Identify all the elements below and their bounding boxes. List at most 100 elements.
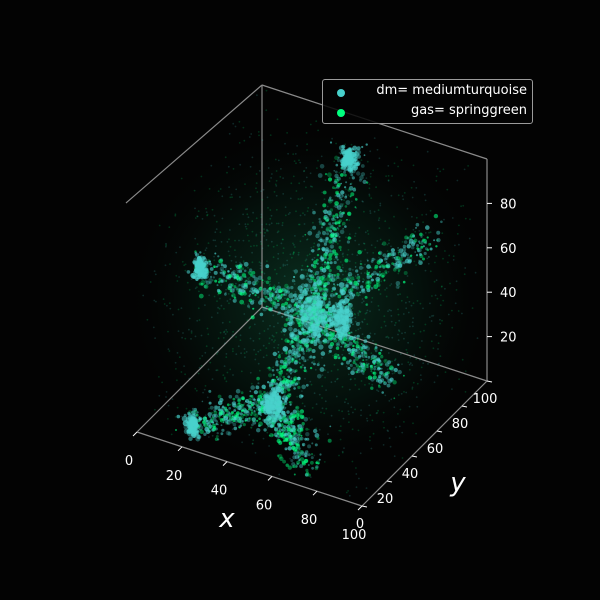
particle-point xyxy=(295,444,301,449)
particle-point xyxy=(345,200,351,205)
particle-point xyxy=(332,237,337,243)
particle-point xyxy=(265,296,268,299)
particle-point xyxy=(371,383,374,386)
particle-point xyxy=(339,239,341,242)
y-tick-label: 40 xyxy=(402,467,419,482)
particle-point xyxy=(310,185,312,188)
particle-point xyxy=(299,414,305,420)
particle-point xyxy=(437,363,439,365)
particle-point xyxy=(413,332,415,335)
particle-point xyxy=(366,270,369,272)
particle-point xyxy=(315,233,320,239)
particle-point xyxy=(382,266,386,269)
particle-point xyxy=(205,247,208,250)
particle-point xyxy=(458,378,460,381)
particle-point xyxy=(220,263,224,267)
particle-point xyxy=(204,304,206,306)
particle-point xyxy=(389,445,392,448)
particle-point xyxy=(282,405,285,408)
particle-point xyxy=(334,380,337,383)
particle-point xyxy=(220,269,223,272)
particle-point xyxy=(203,252,206,255)
particle-point xyxy=(346,240,350,244)
particle-point xyxy=(395,281,401,286)
particle-point xyxy=(219,331,222,334)
particle-point xyxy=(327,433,329,436)
particle-point xyxy=(274,428,277,431)
particle-point xyxy=(303,170,306,172)
particle-point xyxy=(227,431,232,436)
particle-point xyxy=(231,196,233,199)
particle-point xyxy=(308,347,312,351)
particle-point xyxy=(349,295,351,298)
particle-point xyxy=(199,428,202,431)
particle-point xyxy=(223,342,226,345)
particle-point xyxy=(319,238,323,243)
halo-particle xyxy=(349,335,354,341)
particle-point xyxy=(427,262,430,265)
particle-point xyxy=(195,389,198,392)
particle-point xyxy=(340,182,342,185)
halo-particle xyxy=(258,408,261,412)
y-tick-mark xyxy=(486,380,493,383)
particle-point xyxy=(220,241,223,243)
halo-particle xyxy=(308,278,313,284)
particle-point xyxy=(363,345,368,350)
particle-point xyxy=(258,170,261,172)
pane-edge-floor-back xyxy=(261,306,488,382)
particle-point xyxy=(342,273,344,276)
particle-point xyxy=(397,363,400,366)
particle-point xyxy=(154,273,157,276)
particle-point xyxy=(197,307,200,310)
particle-point xyxy=(320,155,323,158)
particle-point xyxy=(423,329,425,332)
particle-point xyxy=(350,276,355,281)
y-tick-label: 20 xyxy=(377,492,394,507)
particle-point xyxy=(265,89,268,92)
particle-point xyxy=(204,351,207,354)
particle-point xyxy=(352,344,355,348)
particle-point xyxy=(176,280,179,282)
particle-point xyxy=(239,403,244,409)
particle-point xyxy=(353,355,356,358)
particle-point xyxy=(295,347,301,353)
particle-point xyxy=(378,375,382,379)
particle-point xyxy=(289,457,291,460)
particle-point xyxy=(338,152,341,154)
particle-point xyxy=(235,415,240,420)
particle-point xyxy=(282,252,285,254)
particle-point xyxy=(232,374,234,376)
particle-point xyxy=(398,319,401,322)
particle-point xyxy=(290,441,295,446)
particle-point xyxy=(322,338,328,344)
particle-point xyxy=(229,415,232,418)
particle-point xyxy=(364,295,368,299)
particle-point xyxy=(221,217,224,220)
particle-point xyxy=(441,319,443,322)
particle-point xyxy=(249,390,252,393)
particle-point xyxy=(359,262,363,266)
particle-point xyxy=(389,377,394,382)
halo-particle xyxy=(196,411,199,414)
particle-point xyxy=(379,363,383,367)
particle-point xyxy=(299,344,303,347)
particle-point xyxy=(372,339,374,342)
particle-point xyxy=(347,347,352,352)
particle-point xyxy=(207,368,210,371)
particle-point xyxy=(385,336,388,338)
particle-point xyxy=(260,262,262,265)
particle-point xyxy=(281,222,284,224)
halo-particle xyxy=(296,315,299,318)
particle-point xyxy=(324,287,328,291)
particle-point xyxy=(216,263,220,267)
particle-point xyxy=(412,381,415,384)
particle-point xyxy=(205,207,207,210)
particle-point xyxy=(310,460,314,465)
particle-point xyxy=(397,333,399,336)
particle-point xyxy=(275,222,278,225)
particle-point xyxy=(208,281,212,285)
legend-label-dm: dm= mediumturquoise xyxy=(376,83,527,98)
particle-point xyxy=(258,134,260,137)
particle-point xyxy=(321,356,323,359)
particle-point xyxy=(406,244,411,249)
